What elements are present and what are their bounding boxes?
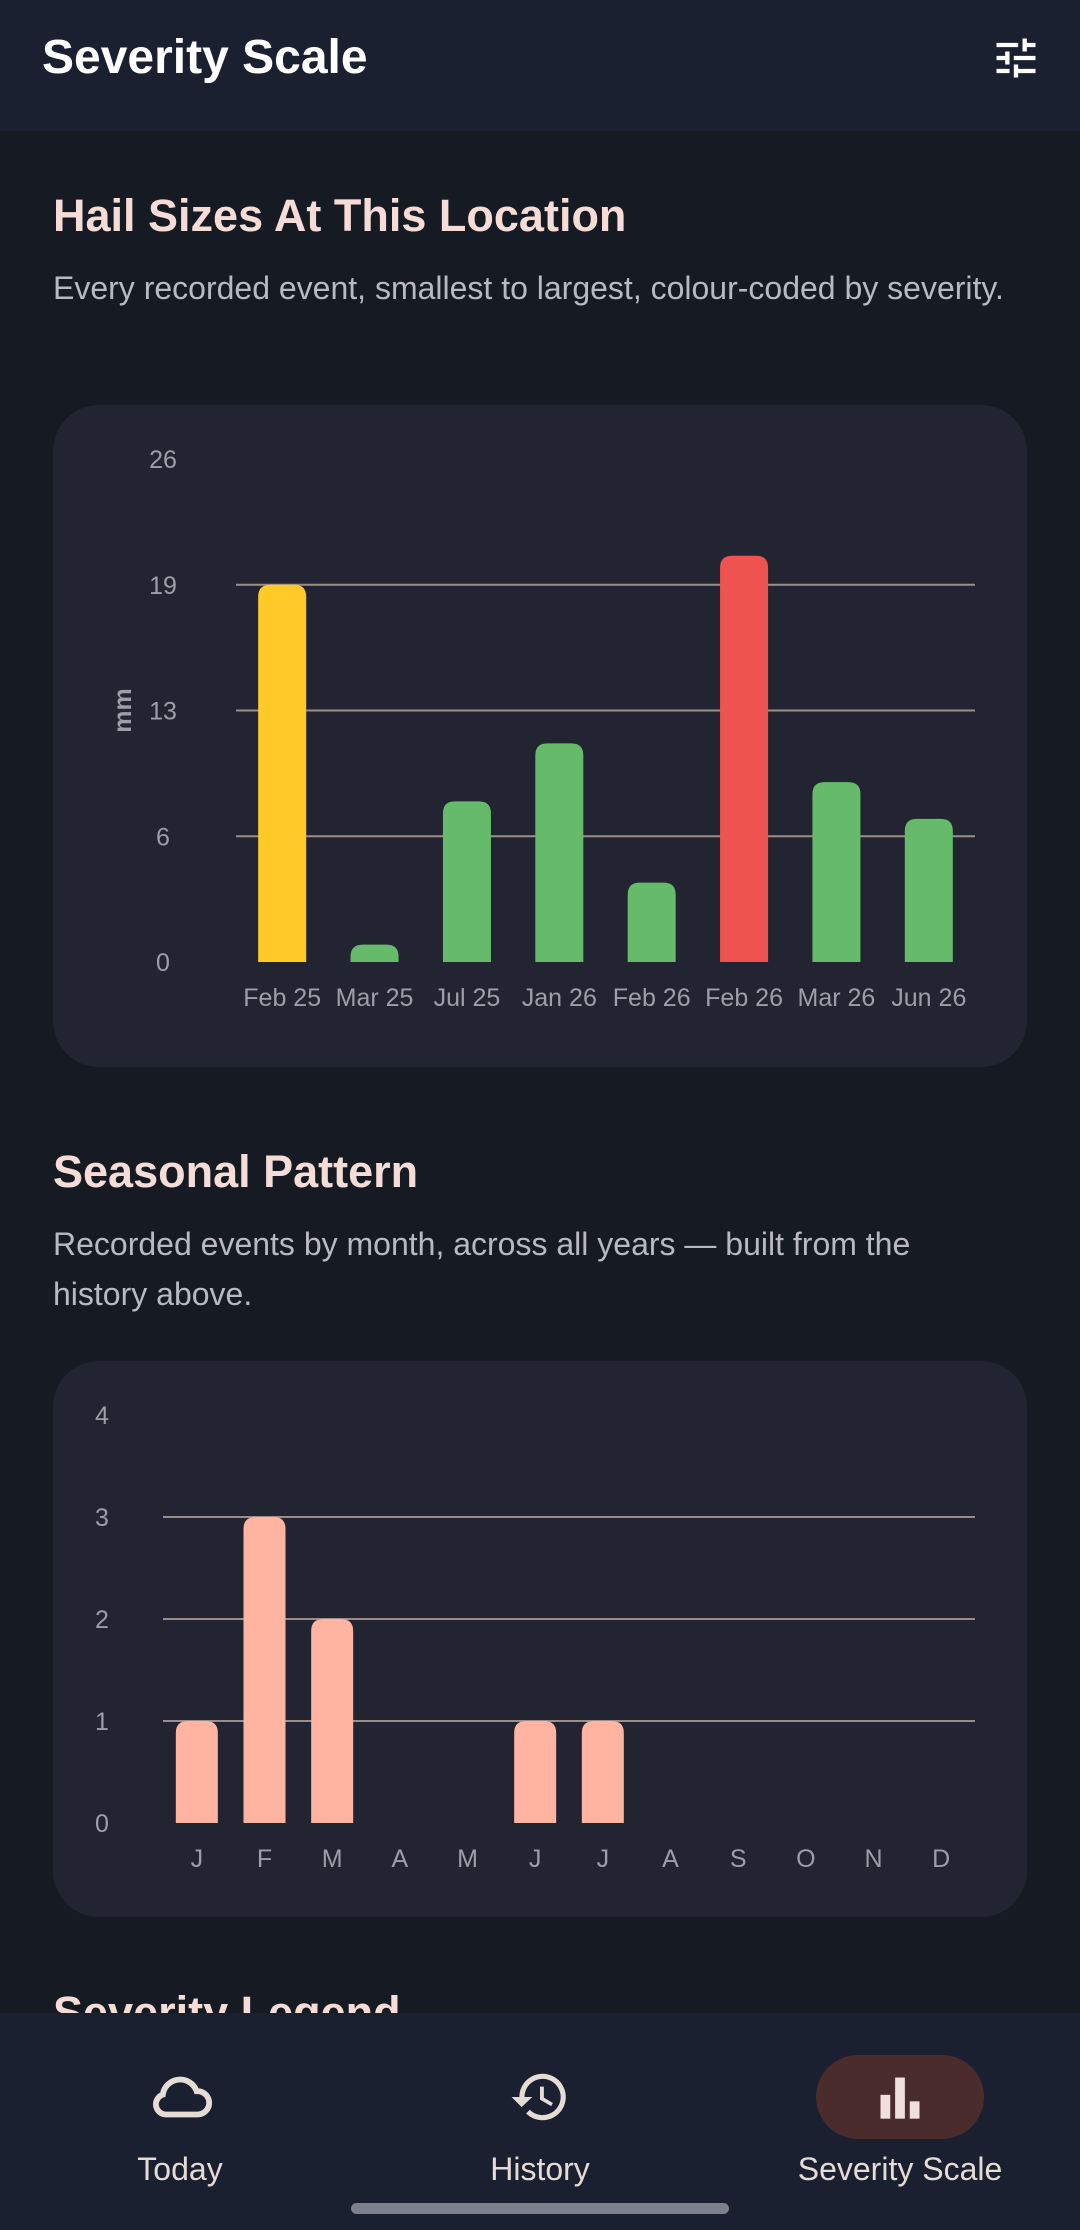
nav-label-history: History: [490, 2151, 590, 2187]
nav-item-history[interactable]: History: [360, 2033, 720, 2187]
seasonal-chart-card: 0 1 2 3 4 J F M A M J J A S O N D: [53, 1361, 1027, 1917]
section-subtitle-seasonal: Recorded events by month, across all yea…: [53, 1226, 911, 1312]
bar[interactable]: [535, 743, 584, 962]
x-tick-label: Mar 26: [798, 984, 876, 1012]
y-tick-label: 0: [156, 949, 170, 977]
x-tick-label: A: [391, 1845, 408, 1873]
bar[interactable]: [311, 1619, 354, 1823]
x-tick-label: Mar 25: [336, 984, 414, 1012]
x-tick-label: J: [597, 1845, 610, 1873]
x-tick-label: J: [191, 1845, 204, 1873]
bar[interactable]: [514, 1721, 557, 1823]
tune-icon[interactable]: [988, 30, 1044, 86]
y-tick-label: 0: [95, 1810, 109, 1838]
app-bar: Severity Scale: [0, 0, 1080, 131]
y-tick-label: 3: [95, 1504, 109, 1532]
x-tick-label: S: [730, 1845, 747, 1873]
nav-label-severity-scale: Severity Scale: [797, 2151, 1003, 2187]
nav-item-severity-scale[interactable]: Severity Scale: [720, 2033, 1080, 2187]
nav-label-today: Today: [137, 2151, 223, 2187]
section-title-severity-legend: Severity Legend: [53, 1987, 401, 2013]
y-tick-label: 4: [95, 1402, 109, 1430]
nav-pill-history: [456, 2055, 624, 2139]
bar[interactable]: [627, 882, 676, 962]
page-title: Severity Scale: [42, 31, 368, 84]
y-tick-label: 2: [95, 1606, 109, 1634]
bar[interactable]: [442, 801, 491, 962]
y-tick-label: 1: [95, 1708, 109, 1736]
bottom-navigation: Today History Severity Scale: [0, 2013, 1080, 2230]
bar[interactable]: [258, 584, 307, 962]
x-tick-label: O: [796, 1845, 815, 1873]
home-indicator: [351, 2203, 729, 2214]
y-tick-label: 26: [149, 446, 177, 474]
nav-pill-severity-scale: [816, 2055, 984, 2139]
x-tick-label: N: [864, 1845, 882, 1873]
bar[interactable]: [243, 1517, 286, 1823]
x-tick-label: Feb 26: [613, 984, 691, 1012]
cloud-icon: [153, 2076, 212, 2118]
y-tick-label: 13: [149, 698, 177, 726]
bar-chart-icon: [880, 2077, 920, 2119]
x-tick-label: D: [932, 1845, 950, 1873]
x-tick-label: Jul 25: [434, 984, 501, 1012]
nav-item-today[interactable]: Today: [0, 2033, 360, 2187]
x-tick-label: F: [257, 1845, 272, 1873]
section-title-hail-sizes: Hail Sizes At This Location: [53, 190, 627, 241]
y-tick-label: 6: [156, 823, 170, 851]
bar[interactable]: [175, 1721, 218, 1823]
x-tick-label: Jan 26: [522, 984, 597, 1012]
hail-size-chart-card: 0 6 13 19 26 mm Feb 25 Mar 25 Jul 25 Jan 26 Feb 26…: [53, 405, 1027, 1067]
y-tick-label: 19: [149, 572, 177, 600]
bar[interactable]: [350, 944, 399, 962]
bar[interactable]: [812, 782, 861, 962]
bar[interactable]: [904, 818, 953, 962]
history-icon: [511, 2073, 566, 2121]
x-tick-label: A: [662, 1845, 679, 1873]
x-tick-label: M: [457, 1845, 478, 1873]
section-subtitle-hail-sizes: Every recorded event, smallest to larges…: [53, 270, 1004, 306]
bar[interactable]: [720, 555, 769, 962]
hail-size-chart: 0 6 13 19 26 mm Feb 25 Mar 25 Jul 25 Jan 26 Feb 26…: [109, 446, 975, 1012]
x-tick-label: Feb 25: [243, 984, 321, 1012]
x-tick-label: J: [529, 1845, 542, 1873]
section-title-seasonal: Seasonal Pattern: [53, 1146, 419, 1197]
x-tick-label: M: [322, 1845, 343, 1873]
bar[interactable]: [581, 1721, 624, 1823]
nav-pill-today: [96, 2055, 264, 2139]
x-tick-label: Jun 26: [891, 984, 966, 1012]
y-axis-label: mm: [109, 688, 137, 732]
seasonal-chart: 0 1 2 3 4 J F M A M J J A S O N D: [95, 1402, 975, 1873]
x-tick-label: Feb 26: [705, 984, 783, 1012]
